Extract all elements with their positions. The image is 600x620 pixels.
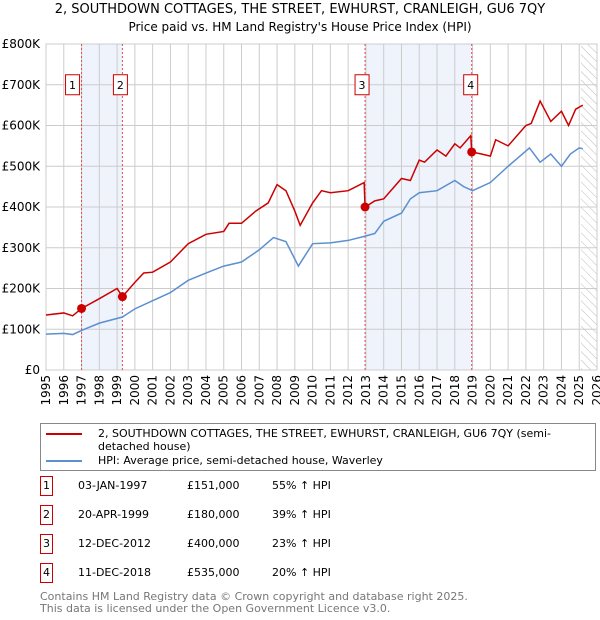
sale-row: 4 11-DEC-2018 £535,000 20% ↑ HPI bbox=[40, 563, 440, 583]
sale-price: £535,000 bbox=[187, 566, 240, 579]
x-tick-label: 1997 bbox=[75, 375, 89, 406]
sale-number-badge: 4 bbox=[40, 563, 53, 583]
x-tick-label: 2026 bbox=[590, 375, 600, 406]
x-tick-label: 1999 bbox=[110, 375, 124, 406]
sale-label-box bbox=[65, 74, 81, 96]
plot-border bbox=[45, 43, 598, 371]
chart: 1995 1996 1997 1998 1999 2000 2001 2002 2003 2004… bbox=[2, 37, 600, 406]
y-tick-label: £0 bbox=[25, 363, 40, 377]
sale-price: £400,000 bbox=[187, 537, 240, 550]
x-tick-label: 2016 bbox=[412, 375, 426, 406]
property-price-line bbox=[45, 99, 584, 317]
x-tick-label: 2003 bbox=[181, 375, 195, 406]
sale-row: 3 12-DEC-2012 £400,000 23% ↑ HPI bbox=[40, 534, 440, 554]
y-tick-label: £100K bbox=[2, 322, 42, 336]
legend-label-hpi: HPI: Average price, semi-detached house,… bbox=[98, 454, 383, 467]
sale-point bbox=[360, 202, 370, 212]
x-tick-label: 2012 bbox=[341, 375, 355, 406]
sale-label: 3 bbox=[359, 79, 366, 92]
x-tick-label: 2022 bbox=[519, 375, 533, 406]
x-tick-label: 2023 bbox=[537, 375, 551, 406]
y-tick-label: £500K bbox=[2, 159, 42, 173]
x-tick-label: 1998 bbox=[92, 375, 106, 406]
x-tick-label: 2010 bbox=[306, 375, 320, 406]
sale-label: 2 bbox=[117, 79, 124, 92]
y-tick-label: £300K bbox=[2, 241, 42, 255]
sale-point bbox=[467, 147, 477, 157]
sale-row: 1 03-JAN-1997 £151,000 55% ↑ HPI bbox=[40, 476, 440, 496]
y-tick-label: £400K bbox=[2, 200, 42, 214]
x-tick-label: 2007 bbox=[252, 375, 266, 406]
x-tick-label: 2025 bbox=[572, 375, 586, 406]
sale-point bbox=[77, 303, 87, 313]
x-tick-label: 2019 bbox=[466, 375, 480, 406]
sale-price: £180,000 bbox=[187, 508, 240, 521]
sale-date: 20-APR-1999 bbox=[78, 508, 150, 521]
sale-number-badge: 1 bbox=[40, 476, 53, 496]
sale-label: 4 bbox=[467, 79, 474, 92]
sale-price: £151,000 bbox=[187, 479, 240, 492]
sale-date: 11-DEC-2018 bbox=[78, 566, 152, 579]
legend-swatch-hpi bbox=[46, 460, 82, 462]
sale-date: 03-JAN-1997 bbox=[78, 479, 148, 492]
sale-hpi-change: 39% ↑ HPI bbox=[272, 508, 331, 521]
x-tick-label: 2020 bbox=[483, 375, 497, 406]
x-tick-label: 2013 bbox=[359, 375, 373, 406]
sale-label-box bbox=[354, 74, 370, 96]
x-tick-label: 2014 bbox=[377, 375, 391, 406]
footer-line-2: This data is licensed under the Open Gov… bbox=[40, 602, 391, 615]
x-tick-label: 2021 bbox=[501, 375, 515, 406]
sale-number-badge: 2 bbox=[40, 505, 53, 525]
sale-hpi-change: 20% ↑ HPI bbox=[272, 566, 331, 579]
sale-row: 2 20-APR-1999 £180,000 39% ↑ HPI bbox=[40, 505, 440, 525]
x-tick-label: 2000 bbox=[128, 375, 142, 406]
sale-hpi-change: 55% ↑ HPI bbox=[272, 479, 331, 492]
x-tick-label: 2001 bbox=[146, 375, 160, 406]
x-tick-label: 2002 bbox=[163, 375, 177, 406]
y-tick-label: £600K bbox=[2, 119, 42, 133]
sale-date: 12-DEC-2012 bbox=[78, 537, 152, 550]
x-tick-label: 2006 bbox=[235, 375, 249, 406]
x-tick-label: 2008 bbox=[270, 375, 284, 406]
x-tick-label: 2018 bbox=[448, 375, 462, 406]
sale-label-box bbox=[463, 74, 479, 96]
x-tick-label: 2017 bbox=[430, 375, 444, 406]
x-tick-label: 1996 bbox=[57, 375, 71, 406]
y-tick-label: £200K bbox=[2, 282, 42, 296]
x-tick-label: 2009 bbox=[288, 375, 302, 406]
y-tick-label: £700K bbox=[2, 78, 42, 92]
legend-label-property: 2, SOUTHDOWN COTTAGES, THE STREET, EWHUR… bbox=[98, 427, 552, 453]
x-tick-label: 1995 bbox=[39, 375, 53, 406]
x-tick-label: 2005 bbox=[217, 375, 231, 406]
sale-number-badge: 3 bbox=[40, 534, 53, 554]
x-tick-label: 2015 bbox=[394, 375, 408, 406]
sale-hpi-change: 23% ↑ HPI bbox=[272, 537, 331, 550]
footer-line-1: Contains HM Land Registry data © Crown c… bbox=[40, 590, 468, 603]
y-tick-label: £800K bbox=[2, 37, 42, 51]
sale-label: 1 bbox=[69, 79, 76, 92]
sale-label-box bbox=[112, 74, 128, 96]
legend-swatch-property bbox=[46, 433, 82, 435]
chart-title: 2, SOUTHDOWN COTTAGES, THE STREET, EWHUR… bbox=[54, 2, 546, 17]
hpi-line bbox=[45, 146, 583, 336]
sale-point bbox=[117, 292, 127, 302]
x-tick-label: 2011 bbox=[323, 375, 337, 406]
legend: 2, SOUTHDOWN COTTAGES, THE STREET, EWHUR… bbox=[40, 423, 596, 471]
x-tick-label: 2004 bbox=[199, 375, 213, 406]
chart-subtitle: Price paid vs. HM Land Registry's House … bbox=[128, 20, 472, 34]
x-tick-label: 2024 bbox=[554, 375, 568, 406]
